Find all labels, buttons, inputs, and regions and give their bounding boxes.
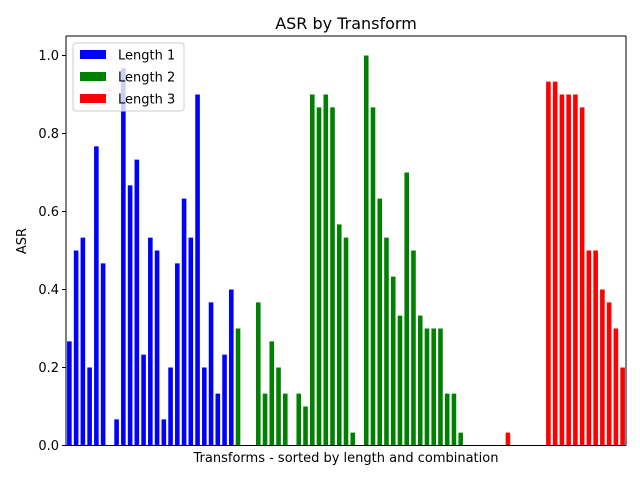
- x-axis-label: Transforms - sorted by length and combin…: [193, 451, 499, 466]
- y-tick-label: 0.6: [38, 205, 59, 220]
- bar-length-2-9: [296, 393, 302, 446]
- legend-swatch-length-3: [80, 94, 106, 103]
- legend: Length 1 Length 2 Length 3: [72, 42, 185, 112]
- bar-length-1-3: [87, 367, 92, 446]
- bar-length-1-13: [154, 250, 160, 446]
- bar-length-1-8: [121, 68, 126, 446]
- legend-swatch-length-2: [80, 72, 106, 81]
- bar-length-3-20: [600, 289, 605, 446]
- bar-length-1-22: [215, 393, 221, 446]
- bar-length-2-22: [384, 237, 389, 446]
- bar-length-2-19: [363, 55, 369, 446]
- bar-length-2-13: [323, 94, 329, 446]
- bar-length-3-6: [505, 432, 511, 446]
- bar-length-1-16: [175, 263, 180, 446]
- bar-length-2-20: [370, 107, 376, 446]
- bar-length-2-31: [444, 393, 450, 446]
- bar-length-1-10: [134, 159, 140, 446]
- chart-title: ASR by Transform: [275, 14, 417, 33]
- y-tick-label: 0.8: [38, 127, 59, 142]
- bar-length-2-4: [262, 393, 268, 446]
- bar-length-3-19: [593, 250, 598, 446]
- bar-length-3-21: [606, 302, 612, 446]
- bar-length-2-5: [269, 341, 275, 446]
- bar-length-1-14: [161, 419, 167, 446]
- legend-label-length-2: Length 2: [118, 71, 175, 86]
- y-tick-label: 0.4: [38, 283, 59, 298]
- bar-length-2-26: [411, 250, 416, 446]
- bar-length-1-21: [208, 302, 214, 446]
- bar-length-1-1: [73, 250, 79, 446]
- bar-length-3-18: [586, 250, 592, 446]
- y-tick-label: 0.0: [38, 439, 59, 454]
- bar-length-2-15: [336, 224, 342, 446]
- bar-length-2-3: [255, 302, 261, 446]
- bar-length-2-32: [451, 393, 457, 446]
- bar-length-2-10: [303, 406, 308, 446]
- bar-length-2-23: [390, 276, 396, 446]
- bar-length-1-0: [67, 341, 72, 446]
- bar-length-1-19: [195, 94, 200, 446]
- bar-length-2-30: [438, 328, 443, 446]
- bar-length-1-12: [148, 237, 153, 446]
- bar-length-3-16: [573, 94, 578, 446]
- bar-length-3-22: [613, 328, 619, 446]
- legend-label-length-1: Length 1: [118, 49, 175, 64]
- bar-length-1-4: [94, 146, 99, 446]
- bar-length-1-18: [188, 237, 194, 446]
- bar-length-2-25: [404, 172, 410, 446]
- bar-length-1-7: [114, 419, 119, 446]
- y-tick-label: 0.2: [38, 361, 59, 376]
- bar-length-2-33: [458, 432, 463, 446]
- bar-length-2-21: [377, 198, 383, 446]
- bar-length-1-5: [100, 263, 106, 446]
- bar-length-3-13: [552, 81, 558, 446]
- bar-length-2-14: [330, 107, 335, 446]
- bar-length-2-27: [417, 315, 423, 446]
- bar-length-1-11: [141, 354, 146, 446]
- bar-length-2-28: [424, 328, 430, 446]
- legend-label-length-3: Length 3: [118, 93, 175, 108]
- bar-length-3-17: [579, 107, 585, 446]
- bar-length-1-20: [202, 367, 207, 446]
- bar-length-3-15: [566, 94, 571, 446]
- bar-length-2-11: [309, 94, 315, 446]
- y-tick-label: 1.0: [38, 49, 59, 64]
- bar-length-1-15: [168, 367, 173, 446]
- bar-length-2-12: [316, 107, 322, 446]
- bar-length-2-7: [282, 393, 288, 446]
- bar-length-2-6: [276, 367, 281, 446]
- bar-length-1-23: [222, 354, 227, 446]
- bars-group: [67, 55, 625, 446]
- bar-length-3-12: [546, 81, 551, 446]
- bar-length-1-24: [229, 289, 234, 446]
- bar-length-2-0: [235, 328, 241, 446]
- bar-length-1-9: [127, 185, 133, 446]
- bar-length-3-14: [559, 94, 565, 446]
- bar-length-2-29: [431, 328, 437, 446]
- bar-length-2-24: [397, 315, 403, 446]
- bar-length-3-23: [620, 367, 625, 446]
- bar-length-2-17: [350, 432, 356, 446]
- legend-swatch-length-1: [80, 50, 106, 59]
- y-tick-group: 0.0 0.2 0.4 0.6 0.8 1.0: [38, 49, 66, 454]
- bar-length-2-16: [343, 237, 349, 446]
- bar-length-1-2: [80, 237, 86, 446]
- y-axis-label: ASR: [15, 228, 30, 254]
- bar-length-1-17: [181, 198, 187, 446]
